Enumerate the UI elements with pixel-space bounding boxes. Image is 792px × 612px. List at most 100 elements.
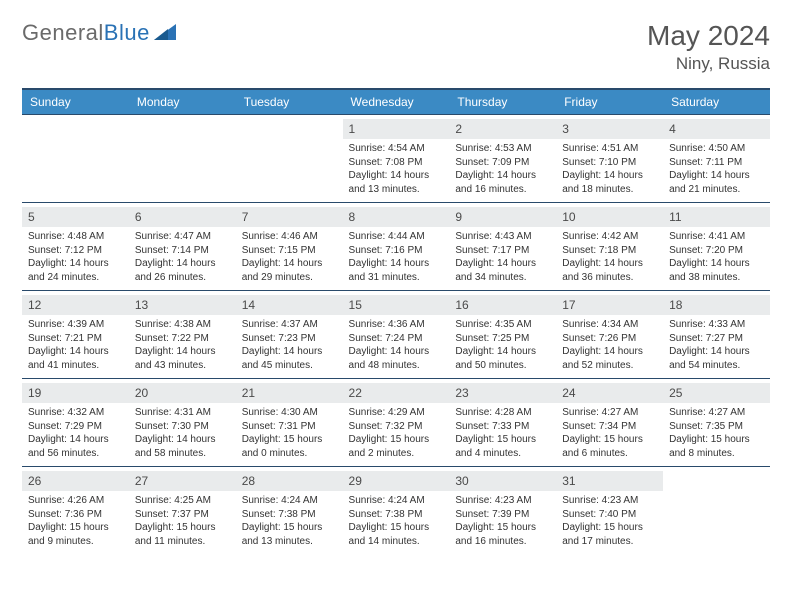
calendar-cell: 17 Sunrise: 4:34 AMSunset: 7:26 PMDayligh… [556, 291, 663, 379]
day-info: Sunrise: 4:44 AMSunset: 7:16 PMDaylight:… [349, 230, 444, 284]
calendar-cell: 19Sunrise: 4:32 AMSunset: 7:29 PMDayligh… [22, 379, 129, 467]
day-info: Sunrise: 4:51 AMSunset: 7:10 PMDaylight:… [562, 142, 657, 196]
calendar-cell: 18 Sunrise: 4:33 AMSunset: 7:27 PMDayligh… [663, 291, 770, 379]
calendar-cell: 12Sunrise: 4:39 AMSunset: 7:21 PMDayligh… [22, 291, 129, 379]
logo-text: GeneralBlue [22, 20, 150, 46]
day-number: 28 [236, 471, 343, 491]
day-number: 16 [449, 295, 556, 315]
day-number: 7 [236, 207, 343, 227]
day-number: 9 [449, 207, 556, 227]
calendar-cell: 24Sunrise: 4:27 AMSunset: 7:34 PMDayligh… [556, 379, 663, 467]
logo-part1: General [22, 20, 104, 45]
day-number: 25 [663, 383, 770, 403]
calendar-cell: 6Sunrise: 4:47 AMSunset: 7:14 PMDaylight… [129, 203, 236, 291]
day-info: Sunrise: 4:37 AMSunset: 7:23 PMDaylight:… [242, 318, 337, 372]
day-number: 26 [22, 471, 129, 491]
day-info: Sunrise: 4:27 AMSunset: 7:35 PMDaylight:… [669, 406, 764, 460]
calendar-cell: 20 Sunrise: 4:31 AMSunset: 7:30 PMDayligh… [129, 379, 236, 467]
day-info: Sunrise: 4:24 AMSunset: 7:38 PMDaylight:… [349, 494, 444, 548]
day-number: 17 [556, 295, 663, 315]
day-info: Sunrise: 4:38 AMSunset: 7:22 PMDaylight:… [135, 318, 230, 372]
calendar-row: 5Sunrise: 4:48 AMSunset: 7:12 PMDaylight… [22, 203, 770, 291]
day-info: Sunrise: 4:28 AMSunset: 7:33 PMDaylight:… [455, 406, 550, 460]
day-number: 10 [556, 207, 663, 227]
calendar-cell: 2 Sunrise: 4:53 AMSunset: 7:09 PMDaylight… [449, 115, 556, 203]
calendar-cell: 16 Sunrise: 4:35 AMSunset: 7:25 PMDayligh… [449, 291, 556, 379]
weekday-header: Wednesday [343, 90, 450, 115]
weekday-header: Friday [556, 90, 663, 115]
month-title: May 2024 [647, 20, 770, 52]
day-info: Sunrise: 4:42 AMSunset: 7:18 PMDaylight:… [562, 230, 657, 284]
day-info: Sunrise: 4:41 AMSunset: 7:20 PMDaylight:… [669, 230, 764, 284]
calendar-cell: 3 Sunrise: 4:51 AMSunset: 7:10 PMDaylight… [556, 115, 663, 203]
calendar-cell: 1 Sunrise: 4:54 AMSunset: 7:08 PMDaylight… [343, 115, 450, 203]
day-info: Sunrise: 4:46 AMSunset: 7:15 PMDaylight:… [242, 230, 337, 284]
calendar-cell: . [129, 115, 236, 203]
logo: GeneralBlue [22, 20, 176, 46]
day-info: Sunrise: 4:54 AMSunset: 7:08 PMDaylight:… [349, 142, 444, 196]
calendar-cell: 23 Sunrise: 4:28 AMSunset: 7:33 PMDayligh… [449, 379, 556, 467]
day-info: Sunrise: 4:53 AMSunset: 7:09 PMDaylight:… [455, 142, 550, 196]
calendar-cell: 30 Sunrise: 4:23 AMSunset: 7:39 PMDayligh… [449, 467, 556, 555]
calendar-body: . . . 1 Sunrise: 4:54 AMSunset: 7:08 PMDa… [22, 115, 770, 555]
day-info: Sunrise: 4:43 AMSunset: 7:17 PMDaylight:… [455, 230, 550, 284]
calendar-cell: 14 Sunrise: 4:37 AMSunset: 7:23 PMDayligh… [236, 291, 343, 379]
calendar-cell: 7 Sunrise: 4:46 AMSunset: 7:15 PMDaylight… [236, 203, 343, 291]
calendar-cell: . [663, 467, 770, 555]
calendar-cell: . [22, 115, 129, 203]
day-info: Sunrise: 4:47 AMSunset: 7:14 PMDaylight:… [135, 230, 230, 284]
day-info: Sunrise: 4:26 AMSunset: 7:36 PMDaylight:… [28, 494, 123, 548]
calendar-cell: 8 Sunrise: 4:44 AMSunset: 7:16 PMDaylight… [343, 203, 450, 291]
calendar-cell: 21 Sunrise: 4:30 AMSunset: 7:31 PMDayligh… [236, 379, 343, 467]
day-number: 4 [663, 119, 770, 139]
day-number: 20 [129, 383, 236, 403]
day-info: Sunrise: 4:30 AMSunset: 7:31 PMDaylight:… [242, 406, 337, 460]
day-info: Sunrise: 4:24 AMSunset: 7:38 PMDaylight:… [242, 494, 337, 548]
weekday-header: Saturday [663, 90, 770, 115]
calendar-cell: 4 Sunrise: 4:50 AMSunset: 7:11 PMDaylight… [663, 115, 770, 203]
calendar-cell: 31Sunrise: 4:23 AMSunset: 7:40 PMDayligh… [556, 467, 663, 555]
day-number: 27 [129, 471, 236, 491]
calendar-cell: 11 Sunrise: 4:41 AMSunset: 7:20 PMDayligh… [663, 203, 770, 291]
day-number: 18 [663, 295, 770, 315]
day-number: 5 [22, 207, 129, 227]
day-number: 2 [449, 119, 556, 139]
calendar-row: 19Sunrise: 4:32 AMSunset: 7:29 PMDayligh… [22, 379, 770, 467]
day-number: 23 [449, 383, 556, 403]
day-number: 3 [556, 119, 663, 139]
day-info: Sunrise: 4:33 AMSunset: 7:27 PMDaylight:… [669, 318, 764, 372]
calendar-cell: 13 Sunrise: 4:38 AMSunset: 7:22 PMDayligh… [129, 291, 236, 379]
calendar-cell: 27Sunrise: 4:25 AMSunset: 7:37 PMDayligh… [129, 467, 236, 555]
calendar-cell: 15 Sunrise: 4:36 AMSunset: 7:24 PMDayligh… [343, 291, 450, 379]
weekday-header: Sunday [22, 90, 129, 115]
day-info: Sunrise: 4:31 AMSunset: 7:30 PMDaylight:… [135, 406, 230, 460]
calendar-cell: 10 Sunrise: 4:42 AMSunset: 7:18 PMDayligh… [556, 203, 663, 291]
weekday-header: Tuesday [236, 90, 343, 115]
day-number: 31 [556, 471, 663, 491]
day-info: Sunrise: 4:29 AMSunset: 7:32 PMDaylight:… [349, 406, 444, 460]
day-info: Sunrise: 4:50 AMSunset: 7:11 PMDaylight:… [669, 142, 764, 196]
calendar-cell: 25 Sunrise: 4:27 AMSunset: 7:35 PMDayligh… [663, 379, 770, 467]
day-number: 15 [343, 295, 450, 315]
day-number: 21 [236, 383, 343, 403]
day-number: 1 [343, 119, 450, 139]
day-number: 14 [236, 295, 343, 315]
triangle-icon [154, 22, 176, 45]
day-number: 22 [343, 383, 450, 403]
header: GeneralBlue May 2024 Niny, Russia [22, 20, 770, 74]
title-block: May 2024 Niny, Russia [647, 20, 770, 74]
calendar-cell: 29Sunrise: 4:24 AMSunset: 7:38 PMDayligh… [343, 467, 450, 555]
day-number: 30 [449, 471, 556, 491]
day-info: Sunrise: 4:23 AMSunset: 7:39 PMDaylight:… [455, 494, 550, 548]
weekday-header: Thursday [449, 90, 556, 115]
day-number: 24 [556, 383, 663, 403]
calendar-row: 26 Sunrise: 4:26 AMSunset: 7:36 PMDayligh… [22, 467, 770, 555]
calendar-row: 12Sunrise: 4:39 AMSunset: 7:21 PMDayligh… [22, 291, 770, 379]
calendar-cell: 9 Sunrise: 4:43 AMSunset: 7:17 PMDaylight… [449, 203, 556, 291]
day-number: 8 [343, 207, 450, 227]
day-number: 11 [663, 207, 770, 227]
day-number: 13 [129, 295, 236, 315]
day-info: Sunrise: 4:36 AMSunset: 7:24 PMDaylight:… [349, 318, 444, 372]
day-info: Sunrise: 4:34 AMSunset: 7:26 PMDaylight:… [562, 318, 657, 372]
day-info: Sunrise: 4:35 AMSunset: 7:25 PMDaylight:… [455, 318, 550, 372]
